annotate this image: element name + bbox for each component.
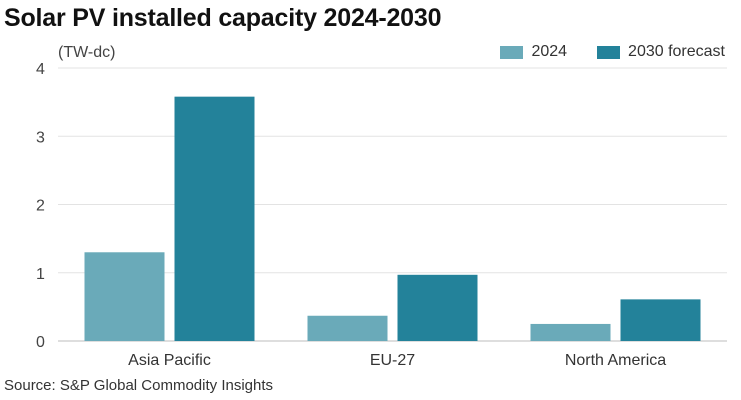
y-tick-label: 0: [36, 334, 45, 351]
x-tick-label: Asia Pacific: [128, 352, 211, 369]
legend-item-2024: 2024: [500, 43, 567, 61]
y-tick-label: 2: [36, 198, 45, 215]
y-tick-label: 4: [36, 61, 45, 78]
y-tick-label: 3: [36, 129, 45, 146]
bar-2030-forecast: [620, 299, 701, 341]
y-tick-label: 1: [36, 266, 45, 283]
bar-2030-forecast: [174, 96, 255, 341]
legend-swatch-2030-forecast: [597, 45, 621, 59]
bar-2024: [307, 315, 388, 341]
legend-item-2030-forecast: 2030 forecast: [597, 43, 725, 61]
chart-title: Solar PV installed capacity 2024-2030: [4, 4, 442, 32]
legend-label-2024: 2024: [531, 43, 568, 60]
bar-2030-forecast: [397, 274, 478, 341]
bar-2024: [84, 252, 165, 341]
x-tick-label: North America: [565, 352, 666, 369]
x-tick-label: EU-27: [370, 352, 415, 369]
bar-2024: [530, 323, 611, 341]
legend-swatch-2024: [500, 45, 524, 59]
legend: 2024 2030 forecast: [470, 43, 725, 61]
legend-label-2030-forecast: 2030 forecast: [628, 43, 725, 60]
y-axis-unit-label: (TW-dc): [58, 44, 116, 61]
source-note: Source: S&P Global Commodity Insights: [4, 377, 274, 394]
